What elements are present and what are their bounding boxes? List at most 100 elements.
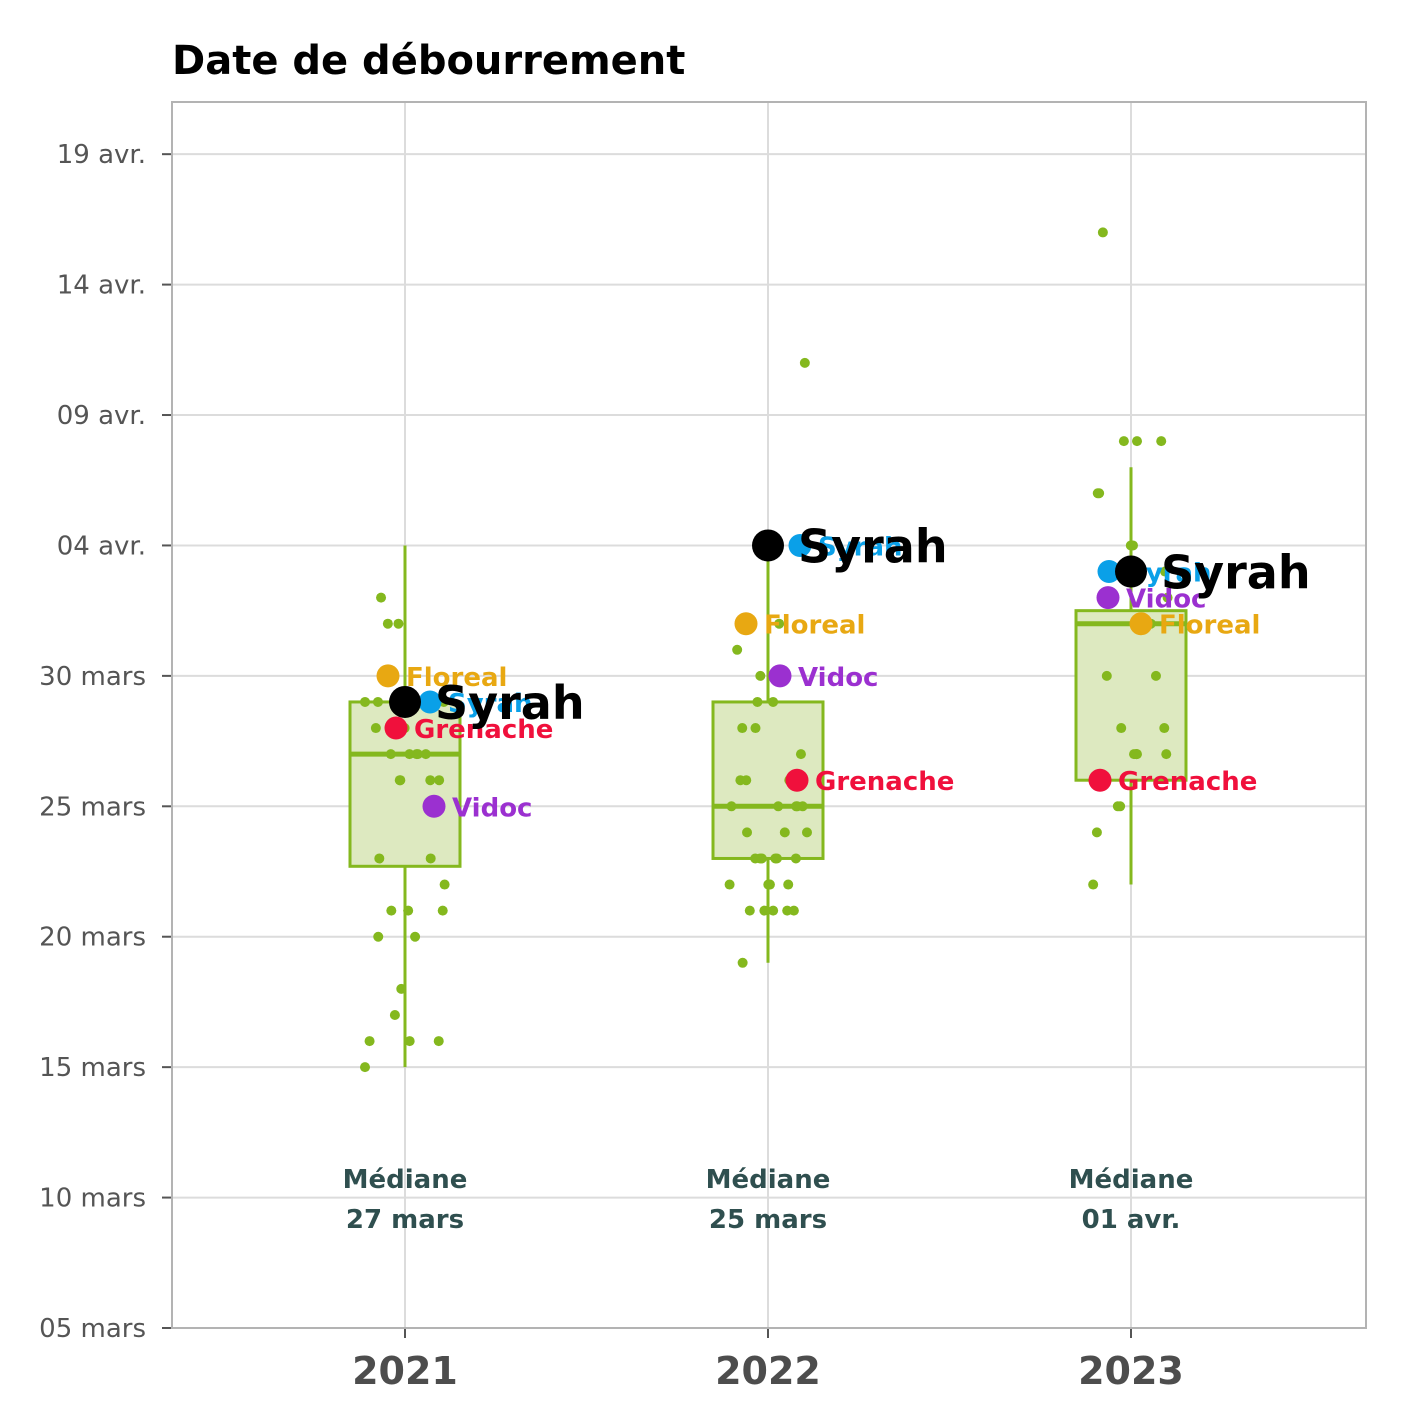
jitter-point	[370, 723, 381, 734]
syrah-point	[1097, 560, 1121, 584]
jitter-point	[382, 618, 393, 629]
jitter-point	[420, 749, 431, 760]
y-tick-label: 15 mars	[39, 1053, 146, 1083]
jitter-point	[788, 905, 799, 916]
jitter-point	[438, 696, 449, 707]
jitter-point	[372, 696, 383, 707]
vidoc-label: Vidoc	[1126, 585, 1206, 615]
jitter-point	[396, 983, 407, 994]
grenache-label: Grenache	[815, 767, 954, 797]
jitter-point	[744, 905, 755, 916]
floreal-point	[1129, 612, 1153, 636]
y-tick-label: 19 avr.	[57, 140, 146, 170]
grenache-point	[785, 768, 809, 792]
jitter-point	[373, 931, 384, 942]
vidoc-label: Vidoc	[798, 663, 878, 693]
jitter-point	[742, 827, 753, 838]
jitter-point	[759, 905, 770, 916]
grenache-point	[1088, 768, 1112, 792]
jitter-point	[752, 696, 763, 707]
floreal-label: Floreal	[1159, 611, 1260, 641]
jitter-point	[1156, 436, 1167, 447]
jitter-point	[425, 853, 436, 864]
jitter-point	[1091, 827, 1102, 838]
median-value: 01 avr.	[1082, 1205, 1181, 1235]
jitter-point	[737, 957, 748, 968]
jitter-point	[768, 696, 779, 707]
vidoc-point	[422, 794, 446, 818]
jitter-point	[801, 827, 812, 838]
vidoc-point	[1096, 586, 1120, 610]
jitter-point-layer	[360, 227, 1173, 1073]
syrah-highlight-label: Syrah	[435, 676, 585, 730]
jitter-point	[797, 801, 808, 812]
chart-title: Date de débourrement	[172, 38, 685, 84]
syrah-label: Syrah	[818, 532, 903, 562]
jitter-point	[393, 618, 404, 629]
jitter-point	[783, 879, 794, 890]
y-tick-label: 09 avr.	[57, 401, 146, 431]
vidoc-label: Vidoc	[452, 793, 532, 823]
grenache-point	[384, 716, 408, 740]
jitter-point	[732, 644, 743, 655]
syrah-point	[788, 533, 812, 557]
x-tick-label: 2021	[352, 1349, 458, 1393]
x-tick-label: 2022	[715, 1349, 821, 1393]
jitter-point	[771, 853, 782, 864]
jitter-point	[412, 749, 423, 760]
syrah-highlight-point	[752, 529, 784, 562]
y-tick-label: 30 mars	[39, 662, 146, 692]
y-tick-label: 14 avr.	[57, 271, 146, 301]
median-caption: Médiane	[343, 1165, 468, 1195]
floreal-label: Floreal	[764, 611, 865, 641]
y-tick-label: 20 mars	[39, 923, 146, 953]
jitter-point	[735, 775, 746, 786]
median-caption-layer: Médiane 27 mars Médiane 25 mars Médiane 01 av…	[343, 1165, 1194, 1235]
jitter-point	[1125, 540, 1136, 551]
syrah-label: Syrah	[448, 689, 533, 719]
jitter-point	[403, 905, 414, 916]
jitter-point	[433, 1036, 444, 1047]
jitter-point	[394, 775, 405, 786]
jitter-point	[410, 931, 421, 942]
jitter-point	[376, 592, 387, 603]
grenache-label: Grenache	[414, 715, 553, 745]
plot-border	[171, 101, 1367, 1329]
syrah-highlight-label: Syrah	[798, 519, 948, 573]
jitter-point	[764, 879, 775, 890]
jitter-point	[434, 775, 445, 786]
jitter-point	[437, 905, 448, 916]
syrah-highlight-label: Syrah	[1161, 546, 1311, 600]
median-value: 25 mars	[709, 1205, 827, 1235]
x-axis: 2021 2022 2023	[352, 1328, 1184, 1393]
floreal-point	[376, 664, 400, 688]
syrah-highlight-point	[1115, 555, 1147, 588]
jitter-point	[1101, 670, 1112, 681]
jitter-point	[364, 1036, 375, 1047]
jitter-point	[386, 905, 397, 916]
median-value: 27 mars	[346, 1205, 464, 1235]
floreal-point	[734, 612, 758, 636]
jitter-point	[755, 670, 766, 681]
y-axis: 05 mars 10 mars 15 mars 20 mars 25 mars 30 ma…	[39, 140, 172, 1344]
jitter-point	[750, 723, 761, 734]
jitter-point	[1131, 749, 1142, 760]
jitter-point	[1092, 488, 1103, 499]
jitter-point	[1132, 436, 1143, 447]
y-tick-label: 04 avr.	[57, 531, 146, 561]
jitter-point	[389, 1009, 400, 1020]
jitter-point	[799, 357, 810, 368]
jitter-point	[360, 696, 371, 707]
jitter-point	[726, 801, 737, 812]
jitter-point	[774, 618, 785, 629]
jitter-point	[404, 749, 415, 760]
jitter-point	[724, 879, 735, 890]
jitter-point	[439, 879, 450, 890]
jitter-point	[1160, 566, 1171, 577]
syrah-highlight-point	[389, 685, 421, 718]
y-tick-label: 10 mars	[39, 1184, 146, 1214]
floreal-label: Floreal	[406, 663, 507, 693]
jitter-point	[360, 1062, 370, 1073]
jitter-point	[795, 749, 806, 760]
